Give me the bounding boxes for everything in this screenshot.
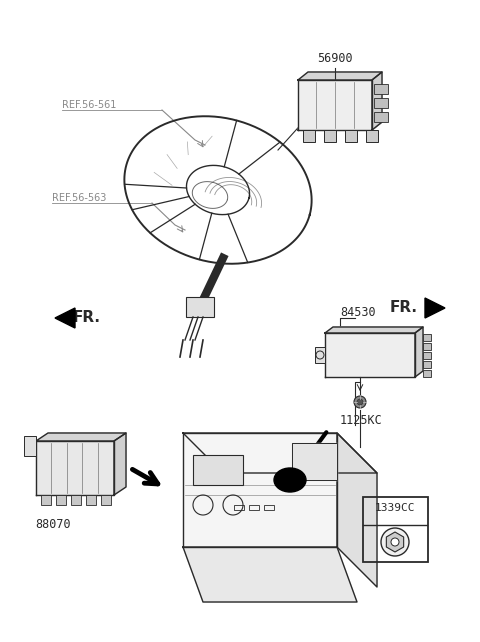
Bar (324, 130, 336, 142)
Bar (24, 436, 36, 456)
Polygon shape (325, 371, 423, 377)
Text: FR.: FR. (73, 311, 101, 325)
Polygon shape (183, 433, 377, 473)
Polygon shape (372, 72, 382, 130)
Text: FR.: FR. (390, 300, 418, 315)
Bar (363, 497, 428, 562)
Bar (345, 130, 357, 142)
Polygon shape (337, 433, 377, 587)
Ellipse shape (274, 468, 306, 492)
Polygon shape (298, 122, 382, 130)
Polygon shape (55, 308, 75, 328)
Bar (234, 505, 244, 510)
Bar (374, 84, 388, 94)
Bar (366, 130, 378, 142)
Polygon shape (298, 72, 382, 80)
Polygon shape (36, 441, 114, 495)
Bar (101, 495, 111, 505)
Bar (303, 130, 315, 142)
Bar (41, 495, 51, 505)
Bar (186, 297, 214, 317)
Text: 1125KC: 1125KC (340, 413, 383, 426)
Circle shape (357, 399, 363, 405)
Polygon shape (425, 298, 445, 318)
Polygon shape (415, 327, 423, 377)
Bar (249, 505, 259, 510)
Text: REF.56-563: REF.56-563 (52, 193, 107, 203)
Polygon shape (292, 443, 337, 480)
Text: 1339CC: 1339CC (375, 503, 415, 513)
Bar (193, 455, 243, 485)
Text: 88070: 88070 (35, 519, 71, 532)
Polygon shape (325, 327, 423, 333)
Polygon shape (36, 433, 126, 441)
Bar (86, 495, 96, 505)
Bar (56, 495, 66, 505)
Circle shape (391, 538, 399, 546)
Text: REF.56-561: REF.56-561 (62, 100, 116, 110)
Circle shape (381, 528, 409, 556)
Polygon shape (114, 433, 126, 495)
Polygon shape (183, 547, 357, 602)
Polygon shape (183, 433, 337, 547)
Bar (315, 347, 325, 363)
Bar (374, 98, 388, 108)
Bar (71, 495, 81, 505)
Bar (264, 505, 274, 510)
Bar (423, 361, 431, 367)
Bar (374, 112, 388, 122)
Circle shape (354, 396, 366, 408)
Bar (423, 370, 431, 376)
Text: 56900: 56900 (317, 51, 353, 64)
Polygon shape (386, 532, 404, 552)
Text: 84530: 84530 (340, 306, 376, 318)
Polygon shape (298, 80, 372, 130)
Bar (423, 352, 431, 358)
Bar (423, 333, 431, 340)
Polygon shape (325, 333, 415, 377)
Bar (423, 342, 431, 349)
